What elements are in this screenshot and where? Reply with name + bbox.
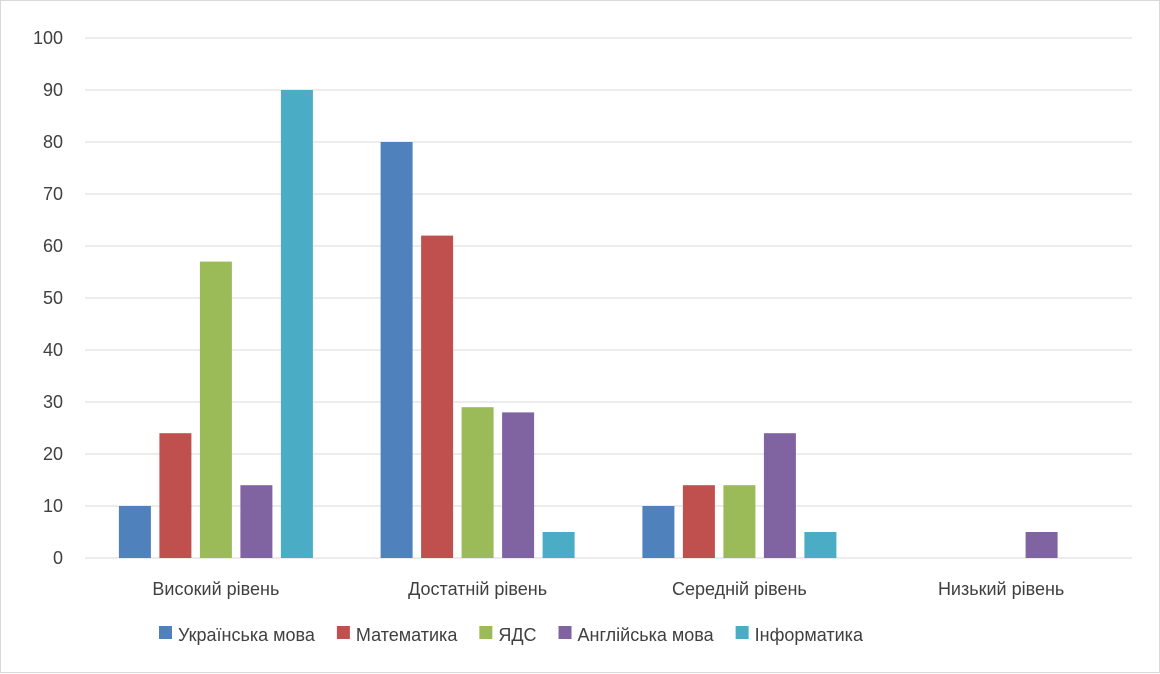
y-tick-label-0: 0 <box>53 548 63 568</box>
bar-0-4 <box>280 90 313 558</box>
bar-0-1 <box>159 433 192 558</box>
bar-1-1 <box>421 235 454 558</box>
y-tick-label-50: 50 <box>43 288 63 308</box>
legend-swatch-3 <box>558 626 572 639</box>
y-tick-label-90: 90 <box>43 80 63 100</box>
x-axis-labels: Високий рівень Достатній рівень Середній р… <box>152 579 1064 599</box>
bar-0-2 <box>199 261 232 558</box>
y-tick-label-80: 80 <box>43 132 63 152</box>
bar-2-3 <box>763 433 796 558</box>
y-tick-label-30: 30 <box>43 392 63 412</box>
legend: Українська мова Математика ЯДС Англійська м… <box>159 625 864 645</box>
y-tick-label-70: 70 <box>43 184 63 204</box>
bar-0-3 <box>240 485 273 558</box>
bar-1-0 <box>380 142 413 558</box>
y-axis-ticks: 0 10 20 30 40 50 60 70 80 90 100 <box>33 28 63 568</box>
legend-label-1: Математика <box>356 625 458 645</box>
legend-label-4: Інформатика <box>755 625 864 645</box>
bar-1-2 <box>461 407 494 558</box>
y-tick-label-40: 40 <box>43 340 63 360</box>
legend-label-0: Українська мова <box>178 625 316 645</box>
bar-3-3 <box>1025 532 1058 558</box>
bar-2-0 <box>642 506 675 558</box>
y-tick-label-10: 10 <box>43 496 63 516</box>
bar-0-0 <box>118 506 151 558</box>
x-category-label-2: Середній рівень <box>672 579 807 599</box>
x-category-label-1: Достатній рівень <box>408 579 547 599</box>
x-category-label-3: Низький рівень <box>938 579 1064 599</box>
bars <box>118 90 1058 558</box>
legend-label-3: Англійська мова <box>578 625 715 645</box>
bar-1-3 <box>502 412 535 558</box>
legend-swatch-1 <box>336 626 350 639</box>
y-tick-label-100: 100 <box>33 28 63 48</box>
legend-label-2: ЯДС <box>498 625 536 645</box>
y-tick-label-20: 20 <box>43 444 63 464</box>
bar-2-1 <box>682 485 715 558</box>
legend-swatch-0 <box>159 626 172 639</box>
legend-swatch-4 <box>735 626 749 639</box>
bar-2-4 <box>804 532 837 558</box>
gridlines <box>85 37 1132 559</box>
bar-1-4 <box>542 532 575 558</box>
y-tick-label-60: 60 <box>43 236 63 256</box>
x-category-label-0: Високий рівень <box>152 579 279 599</box>
legend-swatch-2 <box>479 626 493 639</box>
bar-2-2 <box>723 485 756 558</box>
